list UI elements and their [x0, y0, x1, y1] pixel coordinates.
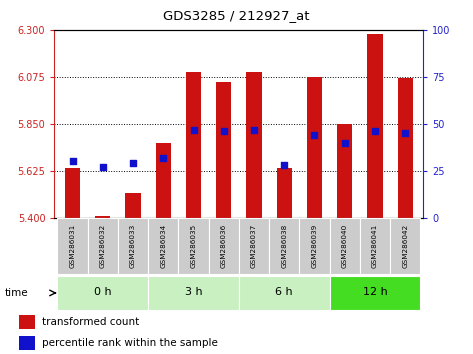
Point — [280, 162, 288, 168]
Text: 3 h: 3 h — [184, 287, 202, 297]
Bar — [65, 168, 80, 218]
Text: GSM286035: GSM286035 — [191, 224, 196, 268]
Text: GSM286037: GSM286037 — [251, 224, 257, 268]
Bar — [95, 216, 110, 218]
Text: GSM286039: GSM286039 — [311, 224, 317, 268]
Bar — [330, 276, 420, 310]
Bar — [57, 218, 88, 274]
Bar — [118, 218, 148, 274]
Text: GSM286032: GSM286032 — [100, 224, 106, 268]
Bar — [239, 276, 330, 310]
Point — [341, 140, 349, 145]
Point — [129, 160, 137, 166]
Bar — [125, 193, 140, 218]
Bar — [209, 218, 239, 274]
Bar — [398, 78, 413, 218]
Bar — [148, 276, 239, 310]
Bar — [330, 218, 360, 274]
Text: GSM286041: GSM286041 — [372, 224, 378, 268]
Bar — [19, 336, 35, 350]
Bar — [19, 315, 35, 329]
Text: 12 h: 12 h — [363, 287, 387, 297]
Point — [371, 129, 379, 134]
Point — [190, 127, 197, 132]
Text: GSM286040: GSM286040 — [342, 224, 348, 268]
Bar — [360, 218, 390, 274]
Bar — [269, 218, 299, 274]
Text: GSM286036: GSM286036 — [221, 224, 227, 268]
Text: GDS3285 / 212927_at: GDS3285 / 212927_at — [163, 9, 310, 22]
Bar — [368, 34, 383, 218]
Point — [69, 159, 76, 164]
Bar — [216, 82, 231, 218]
Bar — [178, 218, 209, 274]
Bar — [307, 77, 322, 218]
Bar — [390, 218, 420, 274]
Point — [99, 164, 106, 170]
Bar — [88, 218, 118, 274]
Text: GSM286034: GSM286034 — [160, 224, 166, 268]
Text: GSM286038: GSM286038 — [281, 224, 287, 268]
Point — [159, 155, 167, 160]
Text: time: time — [5, 288, 28, 298]
Text: 6 h: 6 h — [275, 287, 293, 297]
Bar — [277, 168, 292, 218]
Text: transformed count: transformed count — [42, 317, 140, 327]
Point — [220, 129, 228, 134]
Text: 0 h: 0 h — [94, 287, 112, 297]
Bar — [239, 218, 269, 274]
Text: GSM286031: GSM286031 — [70, 224, 76, 268]
Bar — [337, 124, 352, 218]
Text: percentile rank within the sample: percentile rank within the sample — [42, 338, 218, 348]
Bar — [156, 143, 171, 218]
Text: GSM286042: GSM286042 — [402, 224, 408, 268]
Bar — [186, 72, 201, 218]
Bar — [57, 276, 148, 310]
Point — [311, 132, 318, 138]
Bar — [299, 218, 330, 274]
Bar — [148, 218, 178, 274]
Text: GSM286033: GSM286033 — [130, 224, 136, 268]
Bar — [246, 72, 262, 218]
Point — [402, 131, 409, 136]
Point — [250, 127, 258, 132]
